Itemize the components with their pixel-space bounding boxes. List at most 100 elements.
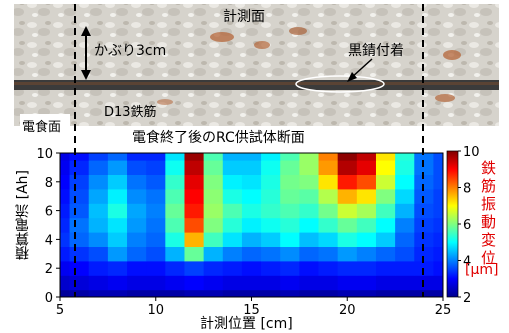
heatmap-cell <box>395 203 415 219</box>
x-axis-title: 計測位置 [cm] <box>200 316 293 332</box>
heatmap-cell <box>203 246 224 262</box>
heatmap-cell <box>414 153 434 161</box>
heatmap-cell <box>261 217 281 233</box>
heatmap-cell <box>375 246 396 262</box>
heatmap-cell <box>337 203 358 219</box>
heatmap-cell <box>337 289 358 298</box>
heatmap-cell <box>337 261 358 276</box>
heatmap-cell <box>127 217 147 233</box>
heatmap-cell <box>88 232 109 247</box>
heatmap-cell <box>433 217 444 233</box>
heatmap-cell <box>127 189 147 204</box>
heatmap-cell <box>280 246 300 262</box>
concrete-section-photo <box>14 4 499 144</box>
heatmap-cell <box>165 160 185 175</box>
heatmap-cell <box>261 153 281 161</box>
heatmap-cell <box>280 189 300 204</box>
photo-caption: 電食終了後のRC供試体断面 <box>132 130 305 146</box>
heatmap-cell <box>318 232 339 247</box>
heatmap-cell <box>165 246 185 262</box>
heatmap-cell <box>356 153 377 161</box>
x-tick-label: 10 <box>147 303 164 318</box>
heatmap-cell <box>318 289 339 298</box>
black-rust-arrowhead <box>347 72 357 82</box>
heatmap-cell <box>60 217 70 233</box>
heatmap-cell <box>337 153 358 161</box>
heatmap-cell <box>337 275 358 291</box>
heatmap-cell <box>241 232 262 247</box>
colorbar-tick-label: 6 <box>463 218 471 233</box>
heatmap-cell <box>107 246 128 262</box>
heatmap-cell <box>69 275 90 291</box>
rust-stain <box>254 41 270 49</box>
heatmap-cell <box>165 189 185 204</box>
heatmap-cell <box>222 153 243 161</box>
black-rust-arrow <box>350 58 373 79</box>
heatmap-cell <box>299 275 319 291</box>
rust-stain <box>157 99 173 105</box>
heatmap-cell <box>356 189 377 204</box>
heatmap-cell <box>414 275 434 291</box>
heatmap-cell <box>280 174 300 190</box>
heatmap-cell <box>146 203 166 219</box>
heatmap-cell <box>318 203 339 219</box>
heatmap-cell <box>69 232 90 247</box>
heatmap-cell <box>107 232 128 247</box>
heatmap-cell <box>203 203 224 219</box>
heatmap-cell <box>395 246 415 262</box>
heatmap-cell <box>60 153 70 161</box>
heatmap-cell <box>241 275 262 291</box>
heatmap-cell <box>222 261 243 276</box>
heatmap-cell <box>318 153 339 161</box>
heatmap-cell <box>356 289 377 298</box>
heatmap-cell <box>127 203 147 219</box>
heatmap-cell <box>69 174 90 190</box>
heatmap-cell <box>375 203 396 219</box>
heatmap-cell <box>88 275 109 291</box>
heatmap-cell <box>127 232 147 247</box>
y-tick-label: 4 <box>45 233 53 248</box>
heatmap-cell <box>395 153 415 161</box>
heatmap-cell <box>261 289 281 298</box>
heatmap-cell <box>261 203 281 219</box>
heatmap-cell <box>261 160 281 175</box>
x-tick-label: 15 <box>243 303 260 318</box>
heatmap-cell <box>318 275 339 291</box>
heatmap-cell <box>69 217 90 233</box>
heatmap-cell <box>107 189 128 204</box>
heatmap-cell <box>299 261 319 276</box>
heatmap-cell <box>146 246 166 262</box>
colorbar <box>446 150 459 298</box>
heatmap-cell <box>375 289 396 298</box>
heatmap-cell <box>222 174 243 190</box>
heatmap-cell <box>222 160 243 175</box>
heatmap-cell <box>146 289 166 298</box>
heatmap-cell <box>60 160 70 175</box>
heatmap-cell <box>261 261 281 276</box>
heatmap-cell <box>395 189 415 204</box>
black-rust-label: 黒錆付着 <box>348 43 404 59</box>
heatmap-cell <box>261 174 281 190</box>
heatmap-cell <box>375 275 396 291</box>
rust-stain <box>210 32 234 42</box>
heatmap-cell <box>69 153 90 161</box>
heatmap-cell <box>107 174 128 190</box>
rebar-label: D13鉄筋 <box>104 105 157 120</box>
heatmap-cell <box>356 160 377 175</box>
heatmap-cell <box>69 189 90 204</box>
heatmap-cell <box>127 275 147 291</box>
heatmap-cell <box>184 261 205 276</box>
heatmap-cell <box>69 246 90 262</box>
heatmap-cell <box>395 261 415 276</box>
heatmap-cell <box>433 153 444 161</box>
heatmap-cell <box>127 174 147 190</box>
heatmap-cell <box>375 261 396 276</box>
y-tick-label: 0 <box>45 291 53 306</box>
heatmap-cell <box>184 246 205 262</box>
heatmap-cell <box>280 153 300 161</box>
heatmap-cell <box>127 153 147 161</box>
heatmap-cell <box>107 275 128 291</box>
heatmap-cell <box>107 217 128 233</box>
heatmap-cell <box>299 153 319 161</box>
heatmap-cell <box>337 160 358 175</box>
